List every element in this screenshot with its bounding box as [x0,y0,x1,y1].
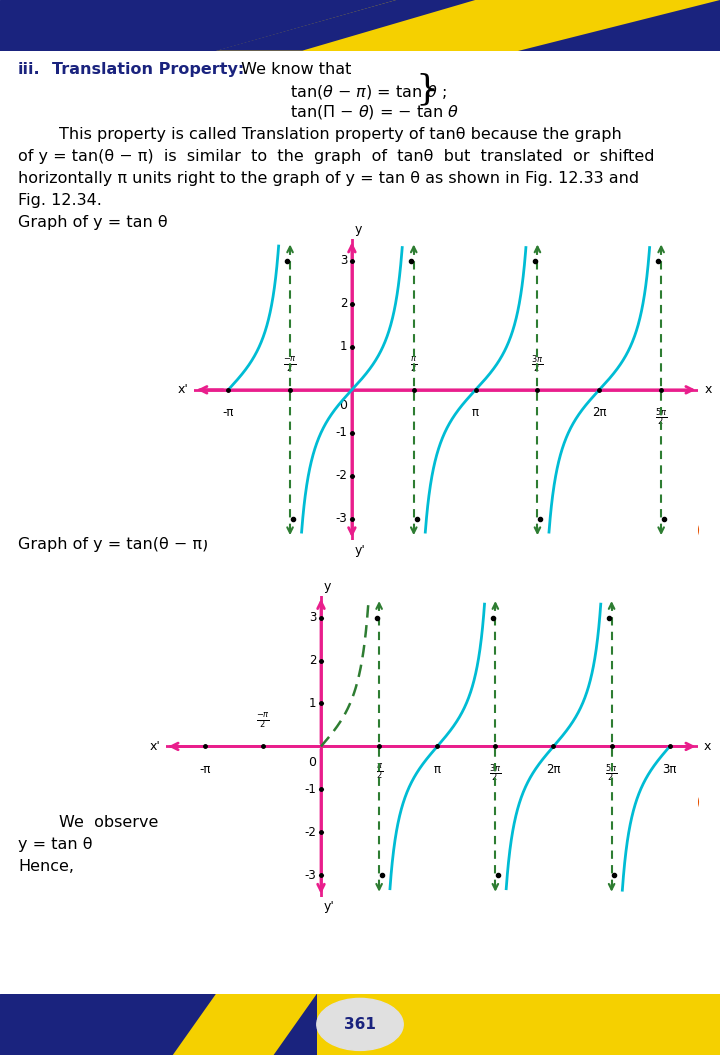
Text: horizontally π units right to the graph of y = tan θ as shown in Fig. 12.33 and: horizontally π units right to the graph … [18,171,639,186]
Text: 3: 3 [309,611,317,625]
Text: 1: 1 [309,697,317,710]
Text: $\frac{5\pi}{2}$: $\frac{5\pi}{2}$ [606,763,618,785]
Polygon shape [173,994,317,1055]
Text: 2π: 2π [592,406,606,419]
Text: of y = tan(θ − π)  is  similar  to  the  graph  of  tanθ  but  translated  or  s: of y = tan(θ − π) is similar to the grap… [18,149,654,164]
Text: -π: -π [199,763,210,775]
Text: $\frac{-\pi}{2}$: $\frac{-\pi}{2}$ [256,712,270,731]
Ellipse shape [317,998,403,1051]
Text: tan($\theta$ $-$ $\pi$) = tan $\theta$ ;: tan($\theta$ $-$ $\pi$) = tan $\theta$ ; [290,83,447,101]
Text: -3: -3 [336,512,347,525]
Text: This property is called Translation property of tanθ because the graph: This property is called Translation prop… [18,127,622,142]
Text: 361: 361 [344,1017,376,1032]
Text: π: π [433,763,441,775]
Text: -2: -2 [336,469,347,482]
Text: We  observe  that  the  graph  of   y = tan(θ − π)  is  same  as  the  graph  of: We observe that the graph of y = tan(θ −… [18,816,677,830]
Text: y = tan θ: y = tan θ [18,837,92,852]
Text: y': y' [355,543,366,557]
Text: }: } [415,72,438,106]
Bar [0,994,274,1055]
Text: Graph of y = tan θ: Graph of y = tan θ [18,215,168,230]
Text: 2: 2 [309,654,317,667]
Polygon shape [216,994,317,1055]
Polygon shape [216,0,475,51]
Text: 0: 0 [309,755,317,769]
Text: -1: -1 [305,783,317,795]
Text: $\frac{3\pi}{2}$: $\frac{3\pi}{2}$ [531,353,544,375]
Text: Translation Property:: Translation Property: [52,62,244,77]
Text: iii.: iii. [18,62,40,77]
Text: 2: 2 [340,298,347,310]
Text: x': x' [149,740,160,753]
Text: -2: -2 [305,826,317,839]
Text: x: x [704,740,711,753]
Text: 0: 0 [339,399,347,413]
Text: tan($\Pi$ $-$ $\theta$) = $-$ tan $\theta$: tan($\Pi$ $-$ $\theta$) = $-$ tan $\thet… [290,103,459,121]
Text: Fig. 12.34.: Fig. 12.34. [18,193,102,208]
Text: $\frac{\pi}{2}$: $\frac{\pi}{2}$ [376,763,383,782]
Polygon shape [518,0,720,51]
Text: $\frac{3\pi}{2}$: $\frac{3\pi}{2}$ [489,763,502,785]
Text: 1: 1 [340,341,347,353]
Text: -1: -1 [336,426,347,439]
Text: $\frac{-\pi}{2}$: $\frac{-\pi}{2}$ [283,356,297,375]
Text: x': x' [178,383,189,397]
Bar [216,994,720,1055]
Text: Hence,: Hence, [18,859,74,874]
Text: $\frac{\pi}{2}$: $\frac{\pi}{2}$ [410,356,418,375]
Text: 3: 3 [340,254,347,268]
Text: 2π: 2π [546,763,561,775]
Text: y: y [324,579,331,593]
Text: -π: -π [222,406,234,419]
Text: (Fig. 12.33): (Fig. 12.33) [605,525,700,540]
Text: 3π: 3π [662,763,677,775]
Text: x: x [704,383,711,397]
Text: y': y' [324,900,335,914]
Text: y: y [355,223,362,236]
Text: $\frac{5\pi}{2}$: $\frac{5\pi}{2}$ [655,406,667,428]
Text: -3: -3 [305,868,317,882]
Text: Graph of y = tan(θ − π): Graph of y = tan(θ − π) [18,537,208,552]
Text: (Fig. 12.34): (Fig. 12.34) [605,797,700,812]
Text: We know that: We know that [236,62,351,77]
Polygon shape [216,0,720,51]
Text: tan(θ − π) = tan θ: tan(θ − π) = tan θ [190,859,337,874]
Text: π: π [472,406,479,419]
